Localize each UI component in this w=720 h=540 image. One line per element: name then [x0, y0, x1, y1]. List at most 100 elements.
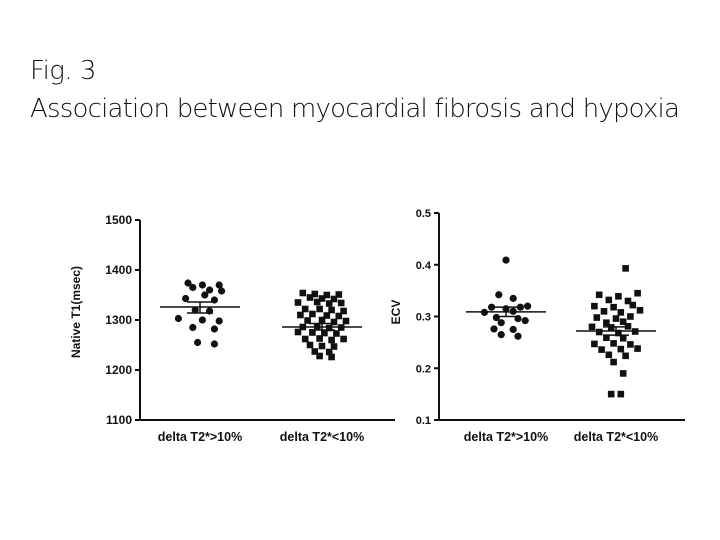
data-point: [524, 302, 532, 310]
data-point: [622, 352, 629, 360]
data-point: [516, 303, 525, 311]
data-point: [603, 334, 610, 342]
data-point: [201, 291, 209, 299]
data-point: [311, 290, 319, 298]
data-point: [340, 335, 347, 343]
data-point: [174, 314, 182, 323]
y-tick-label: 1300: [105, 313, 132, 327]
data-point: [615, 293, 622, 300]
data-point: [612, 315, 620, 322]
data-point: [330, 343, 338, 350]
data-point: [509, 294, 517, 302]
data-point: [595, 291, 603, 299]
data-point: [634, 289, 641, 297]
data-point: [182, 294, 190, 303]
data-point: [330, 318, 338, 326]
data-point: [325, 324, 333, 332]
data-point: [629, 301, 637, 309]
y-axis-title: Native T1(msec): [69, 266, 83, 358]
data-point: [591, 302, 598, 310]
data-point: [600, 308, 608, 315]
x-category-label: delta T2*>10%: [158, 430, 242, 444]
data-point: [294, 328, 302, 336]
data-point: [215, 281, 223, 289]
data-point: [194, 338, 202, 347]
data-point: [342, 317, 350, 325]
data-point: [588, 323, 596, 331]
data-point: [316, 335, 323, 342]
data-point: [337, 299, 345, 307]
data-point: [591, 340, 598, 348]
chart-panel-1: 1100 1200 1300 1400 1500 Native T1(msec) delta…: [69, 213, 395, 444]
y-tick-label: 1400: [105, 263, 132, 277]
data-point: [627, 313, 634, 320]
data-point: [617, 390, 625, 398]
data-point: [492, 313, 500, 322]
data-point: [210, 325, 218, 333]
data-point: [617, 345, 625, 353]
data-point: [328, 353, 335, 361]
data-point: [634, 345, 641, 352]
data-point: [301, 305, 309, 313]
data-point: [198, 316, 206, 324]
data-point: [189, 323, 197, 332]
y-tick-label: 1200: [105, 363, 132, 377]
data-point: [595, 328, 603, 336]
x-category-label: delta T2*>10%: [464, 430, 548, 444]
data-point: [335, 312, 343, 320]
data-point: [603, 319, 610, 327]
data-point: [210, 340, 218, 348]
y-axis-title: ECV: [389, 300, 403, 325]
y-tick-label: 0.2: [416, 363, 431, 375]
data-point: [321, 329, 328, 337]
data-point: [304, 317, 311, 324]
data-point: [593, 314, 601, 321]
data-point: [502, 256, 510, 264]
data-point: [610, 340, 617, 347]
data-point: [636, 306, 644, 314]
data-point: [313, 298, 321, 306]
data-point: [318, 316, 326, 324]
data-point: [495, 291, 503, 299]
data-point: [610, 358, 617, 366]
data-point: [316, 352, 323, 360]
data-point: [497, 331, 505, 339]
data-point: [328, 336, 335, 344]
data-point: [335, 291, 343, 298]
data-point: [323, 312, 331, 319]
data-point: [509, 325, 517, 334]
data-point: [521, 317, 529, 325]
figure-title: Association between myocardial fibrosis …: [30, 94, 680, 124]
data-point: [297, 311, 304, 319]
y-tick-label: 0.4: [416, 260, 432, 272]
data-point: [490, 325, 498, 333]
data-point: [309, 310, 316, 318]
data-point: [294, 299, 302, 306]
data-point: [218, 287, 226, 295]
data-point: [619, 334, 627, 342]
y-tick-label: 0.1: [416, 415, 431, 427]
data-point: [605, 351, 613, 359]
data-point: [318, 342, 326, 350]
data-point: [598, 346, 605, 353]
data-point: [306, 341, 314, 349]
y-tick-label: 0.5: [416, 208, 431, 220]
data-point: [301, 335, 309, 343]
data-point: [309, 329, 316, 336]
data-point: [323, 291, 331, 299]
data-point: [619, 370, 627, 377]
data-point: [306, 294, 314, 301]
data-point: [325, 348, 333, 356]
y-tick-label: 1100: [106, 413, 132, 427]
data-point: [215, 317, 223, 325]
data-point: [328, 306, 335, 314]
data-point: [605, 296, 613, 304]
chart-panel-2: 0.1 0.2 0.3 0.4 0.5 ECV delta T2*>10% delta T2*…: [389, 208, 685, 444]
data-point: [622, 265, 629, 272]
data-point: [617, 309, 625, 316]
data-point: [340, 307, 347, 315]
data-point: [325, 300, 333, 307]
data-point: [191, 306, 199, 314]
data-point: [488, 303, 496, 311]
